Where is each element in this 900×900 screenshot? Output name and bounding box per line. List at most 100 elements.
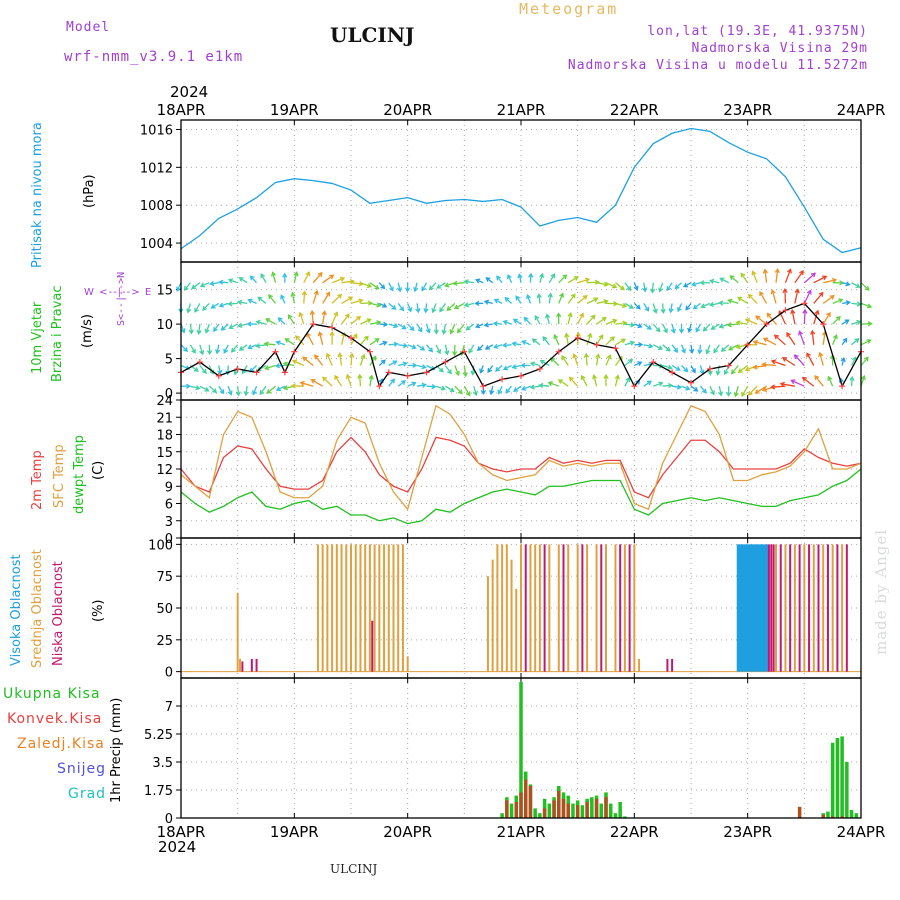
wind-speed-marker — [536, 365, 543, 372]
wind-arrow — [553, 334, 560, 346]
bottom-date-label: 19APR — [270, 823, 319, 841]
wind-arrow-head — [284, 338, 290, 343]
wind-arrow-head — [582, 295, 588, 300]
wind-arrow-head — [691, 368, 696, 374]
wind-arrow — [803, 290, 812, 304]
wind-arrow — [464, 280, 474, 284]
wind-arrow — [539, 273, 544, 283]
wind-arrow — [504, 297, 512, 304]
wind-arrow-head — [191, 284, 197, 290]
wind-arrow-head — [374, 338, 380, 343]
wind-arrow — [730, 275, 739, 284]
wind-arrow — [695, 323, 702, 332]
wind-arrow-head — [699, 280, 705, 286]
wind-arrow — [615, 322, 627, 325]
wind-arrow — [745, 318, 758, 325]
wind-arrow-head — [842, 337, 848, 343]
wind-arrow-head — [237, 322, 243, 328]
wind-arrow — [397, 323, 406, 330]
wind-arrow — [713, 344, 720, 353]
precip-bar-konvek-kisa — [797, 806, 802, 818]
wind-arrow — [444, 344, 449, 355]
wind-arrow-head — [587, 332, 593, 338]
clouds-bar-srednja-oblacnost — [392, 544, 395, 672]
wind-arrow-head — [449, 387, 455, 393]
temperature-ytick-label: 6 — [165, 498, 173, 513]
wind-arrow-head — [849, 375, 855, 381]
wind-arrow-head — [660, 308, 666, 314]
wind-arrow — [213, 323, 220, 332]
wind-arrow — [593, 375, 598, 387]
wind-arrow-head — [726, 322, 732, 328]
wind-arrow — [245, 386, 248, 396]
wind-arrow — [484, 300, 493, 305]
wind-arrow-head — [227, 390, 233, 396]
clouds-bar-srednja-oblacnost — [520, 544, 522, 672]
wind-arrow-head — [449, 329, 455, 335]
wind-arrow-head — [794, 288, 800, 294]
wind-arrow-head — [348, 296, 354, 302]
wind-arrow — [798, 331, 805, 346]
wind-arrow-head — [260, 273, 266, 279]
wind-arrow-head — [822, 275, 828, 281]
wind-arrow — [561, 355, 569, 366]
temp-unit: (C) — [91, 460, 106, 480]
wind-arrow-head — [366, 283, 373, 289]
wind-arrow-head — [710, 390, 715, 396]
wind-arrow-head — [193, 367, 199, 372]
wind-arrow — [643, 344, 653, 348]
wind-arrow — [299, 312, 305, 325]
precip-bar-konvek-kisa — [505, 800, 509, 818]
wind-arrow-head — [352, 333, 358, 339]
wind-arrow — [189, 344, 196, 354]
wind-arrow-head — [718, 391, 724, 397]
wind-ytick-label: 10 — [156, 318, 173, 333]
precip-bar-ukupna-kisa — [533, 808, 537, 818]
wind-arrow — [605, 319, 617, 325]
precip-bar-konvek-kisa — [821, 814, 825, 818]
wind-arrow — [728, 299, 739, 305]
wind-arrow-head — [322, 376, 328, 382]
wind-arrow — [229, 323, 238, 329]
clouds-bar-srednja-oblacnost — [326, 544, 329, 672]
clouds-bar-srednja-oblacnost — [534, 544, 537, 672]
wind-arrow — [615, 338, 626, 346]
wind-arrow — [322, 376, 333, 387]
wind-arrow-head — [309, 309, 315, 316]
clouds-bar-niska-oblacnost — [671, 658, 674, 672]
wind-arrow-head — [692, 304, 698, 310]
wind-arrow — [586, 333, 592, 346]
wind-arrow-head — [218, 279, 224, 285]
wind-arrow — [190, 385, 200, 390]
wind-arrow — [503, 364, 512, 370]
wind-arrow — [494, 298, 503, 304]
wind-arrow — [690, 344, 693, 353]
wind-arrow-head — [206, 350, 213, 356]
precip-bar-konvek-kisa — [528, 786, 533, 818]
wind-arrow — [662, 364, 672, 369]
wind-arrow-head — [356, 315, 362, 321]
wind-arrow-head — [556, 312, 562, 318]
wind-arrow-head — [652, 308, 658, 314]
wind-arrow — [416, 303, 419, 313]
wind-arrow — [378, 359, 386, 366]
clouds-bar-srednja-oblacnost — [605, 544, 607, 672]
precip-bar-ukupna-kisa — [830, 742, 835, 818]
wind-arrow — [652, 344, 663, 350]
wind-arrow — [841, 357, 845, 366]
wind-arrow — [369, 302, 381, 307]
wind-arrow — [453, 282, 465, 285]
wind-arrow — [210, 282, 219, 285]
wind-arrow-head — [415, 308, 421, 314]
clouds-bar-srednja-oblacnost — [359, 544, 362, 672]
wind-arrow-head — [436, 284, 442, 289]
wind-arrow — [710, 302, 720, 306]
wind-arrow — [265, 318, 276, 325]
top-date-label: 22APR — [610, 101, 659, 119]
wind-arrow — [860, 357, 869, 366]
wind-arrow-head — [673, 347, 679, 353]
wind-arrow-head — [474, 300, 480, 307]
temperature-ytick-label: 24 — [156, 394, 173, 409]
wind-arrow-head — [547, 381, 553, 387]
